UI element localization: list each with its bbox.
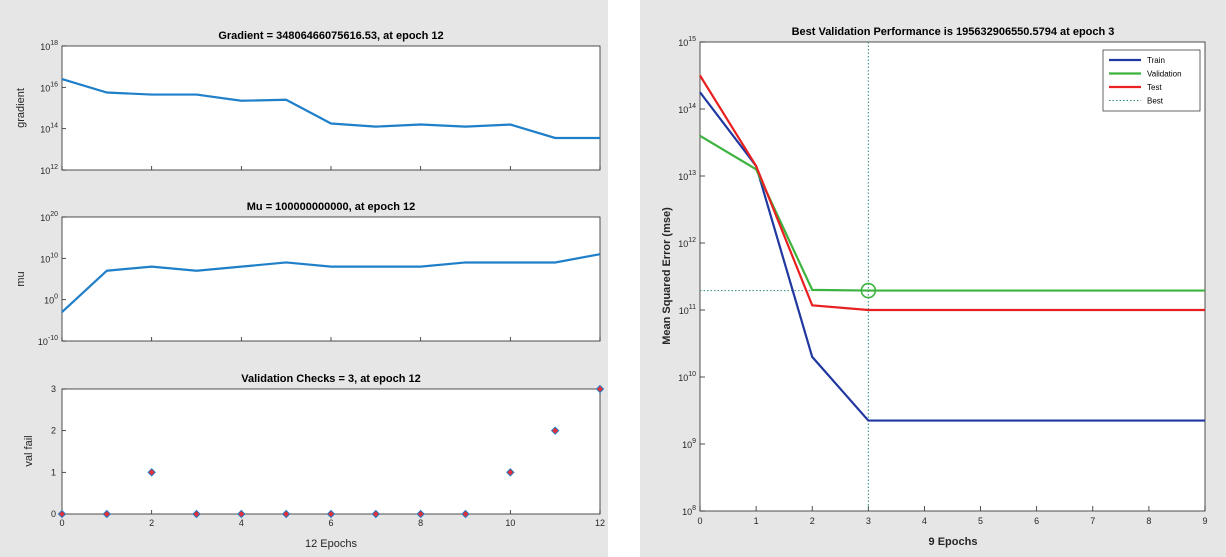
legend-label-train: Train: [1147, 56, 1165, 65]
performance-xtick-label: 4: [922, 516, 927, 526]
performance-xtick-label: 2: [810, 516, 815, 526]
validation-checks-ytick-label: 0: [51, 509, 56, 519]
performance-xtick-label: 9: [1202, 516, 1207, 526]
mu-ytick-label: 10-10: [38, 335, 58, 347]
performance-ytick-label: 1012: [678, 237, 696, 249]
mu-ytick-label: 1020: [40, 211, 58, 223]
validation-check-point: [595, 384, 605, 394]
performance-ytick-label: 108: [682, 505, 696, 517]
validation-checks-xtick-label: 12: [595, 518, 605, 528]
mu-line: [61, 253, 601, 313]
validation-check-point: [102, 509, 112, 519]
performance-xtick-label: 7: [1090, 516, 1095, 526]
legend-label-validation: Validation: [1147, 70, 1182, 79]
validation-checks-xtick-label: 4: [239, 518, 244, 528]
gradient-ytick-label: 1012: [40, 164, 58, 176]
validation-check-point: [550, 426, 560, 435]
mu-ytick-label: 1010: [40, 252, 58, 264]
gradient-title: Gradient = 34806466075616.53, at epoch 1…: [218, 30, 443, 42]
performance-ytick-label: 1015: [678, 36, 696, 48]
performance-xtick-label: 8: [1146, 516, 1151, 526]
performance-ytick-label: 1014: [678, 103, 696, 115]
validation-checks-axes: [61, 388, 601, 515]
validation-checks-xtick-label: 6: [328, 518, 333, 528]
validation-check-point: [416, 509, 425, 519]
validation-checks-xtick-label: 8: [418, 518, 423, 528]
validation-check-point: [147, 468, 156, 477]
validation-check-point: [237, 509, 246, 519]
validation-check-point: [461, 509, 470, 519]
mu-title: Mu = 100000000000, at epoch 12: [247, 201, 415, 213]
performance-xtick-label: 1: [754, 516, 759, 526]
validation-check-point: [57, 509, 67, 519]
validation-checks-xlabel: 12 Epochs: [305, 538, 357, 550]
gradient-axes: [61, 45, 601, 171]
legend-label-test: Test: [1147, 83, 1162, 92]
performance-ylabel: Mean Squared Error (mse): [661, 207, 673, 345]
validation-check-point: [192, 509, 201, 519]
validation-check-point: [506, 468, 515, 477]
best-point-circle: [860, 282, 877, 299]
performance-ytick-label: 1013: [678, 170, 696, 182]
gradient-ytick-label: 1016: [40, 81, 58, 93]
gradient-plot: Gradient = 34806466075616.53, at epoch 1…: [15, 30, 601, 176]
validation-checks-ylabel: val fail: [23, 435, 35, 466]
mu-axes: [61, 216, 601, 342]
performance-ytick-label: 1011: [679, 304, 696, 316]
performance-axes: [699, 41, 1206, 512]
performance-xtick-label: 3: [866, 516, 871, 526]
train-line: [699, 91, 1205, 422]
legend-label-best: Best: [1147, 97, 1164, 106]
performance-title: Best Validation Performance is 195632906…: [792, 26, 1115, 38]
validation-checks-xtick-label: 2: [149, 518, 154, 528]
mu-ylabel: mu: [15, 271, 27, 286]
validation-checks-ytick-label: 2: [51, 426, 56, 436]
validation-line: [699, 134, 1205, 292]
performance-ytick-label: 1010: [678, 371, 696, 383]
validation-checks-ytick-label: 1: [51, 467, 56, 477]
performance-xtick-label: 6: [1034, 516, 1039, 526]
mu-ytick-label: 100: [44, 294, 58, 306]
gradient-ytick-label: 1018: [40, 40, 58, 52]
gradient-line: [61, 78, 600, 140]
validation-checks-xtick-label: 10: [505, 518, 515, 528]
gradient-ytick-label: 1014: [40, 123, 58, 135]
mu-plot: Mu = 100000000000, at epoch 12 mu 10-10 1…: [15, 201, 601, 347]
test-line: [699, 74, 1205, 312]
performance-plot: Best Validation Performance is 195632906…: [661, 26, 1208, 548]
validation-checks-xtick-label: 0: [59, 518, 64, 528]
validation-checks-ytick-label: 3: [51, 384, 56, 394]
performance-xtick-label: 5: [978, 516, 983, 526]
gradient-ylabel: gradient: [15, 88, 27, 128]
performance-xtick-label: 0: [697, 516, 702, 526]
validation-check-point: [326, 509, 336, 519]
validation-check-point: [371, 509, 381, 519]
validation-check-point: [281, 509, 291, 519]
performance-ytick-label: 109: [682, 438, 696, 450]
validation-checks-plot: Validation Checks = 3, at epoch 12 val f…: [23, 373, 605, 550]
validation-checks-title: Validation Checks = 3, at epoch 12: [241, 373, 420, 385]
performance-xlabel: 9 Epochs: [929, 536, 978, 548]
